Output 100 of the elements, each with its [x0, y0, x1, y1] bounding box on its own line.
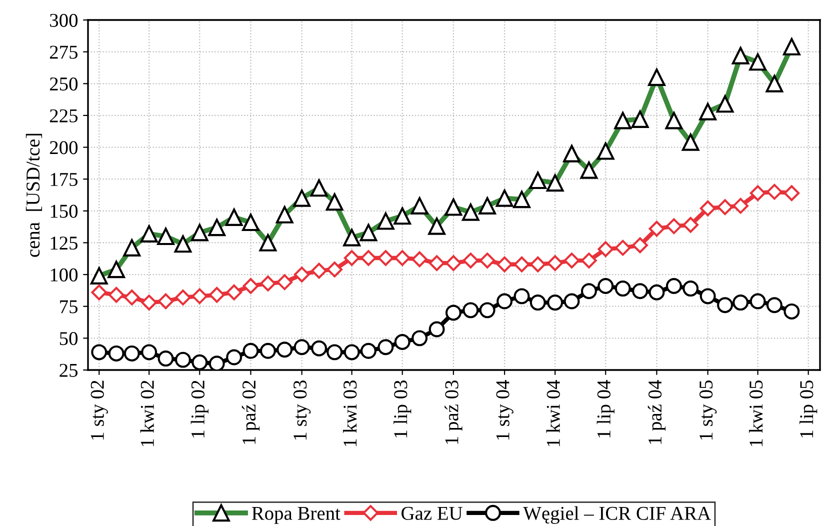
point: [514, 256, 530, 272]
point: [175, 290, 191, 306]
point: [530, 294, 546, 311]
point: [124, 290, 140, 306]
point: [564, 252, 580, 268]
point: [462, 302, 479, 318]
point: [124, 345, 140, 362]
y-tick-label: 175: [50, 173, 78, 186]
legend-label: Gaz EU: [402, 506, 462, 520]
point: [242, 342, 259, 359]
point: [732, 294, 749, 311]
point: [514, 288, 530, 304]
point: [750, 293, 766, 310]
y-tick-label: 50: [60, 332, 78, 346]
y-tick-label: 150: [50, 204, 78, 218]
point: [91, 344, 108, 360]
x-tick-label: 1 kwi 04: [546, 380, 560, 446]
point: [784, 303, 800, 320]
y-tick-label: 200: [50, 141, 78, 154]
point: [141, 344, 158, 360]
y-tick-label: 300: [50, 14, 78, 27]
point: [581, 252, 597, 268]
x-tick-label: 1 sty 04: [496, 380, 514, 440]
point: [294, 339, 310, 356]
point: [632, 283, 648, 300]
x-tick-label: 1 sty 02: [90, 380, 108, 440]
point: [260, 342, 276, 359]
point: [378, 250, 394, 266]
point: [344, 250, 360, 266]
point: [496, 256, 512, 272]
point: [378, 339, 394, 356]
point: [394, 334, 410, 350]
y-tick-label: 250: [50, 77, 78, 91]
point: [242, 278, 259, 294]
point: [750, 185, 766, 202]
point: [226, 284, 242, 300]
y-tick-label: 100: [50, 268, 78, 282]
x-tick-label: 1 kwi 05: [748, 380, 763, 446]
point: [717, 199, 733, 216]
point: [632, 237, 648, 254]
legend-label: Węgiel – ICR CIF ARA: [523, 506, 711, 524]
point: [108, 286, 124, 303]
point: [260, 276, 276, 292]
point: [732, 198, 748, 214]
x-tick-label: 1 paź 02: [242, 380, 260, 444]
y-tick-label: 275: [50, 46, 78, 59]
x-tick-label: 1 lip 02: [190, 380, 208, 438]
x-tick-label: 1 sty 05: [700, 380, 717, 440]
point: [276, 342, 293, 358]
y-tick-label: 25: [60, 364, 78, 377]
point: [479, 252, 496, 268]
x-tick-label: 1 paź 03: [444, 380, 462, 444]
point: [462, 252, 479, 268]
point: [700, 288, 716, 304]
point: [445, 304, 462, 321]
point: [530, 256, 546, 272]
point: [394, 250, 410, 266]
point: [311, 340, 328, 356]
point: [412, 251, 428, 268]
point: [479, 302, 496, 318]
x-tick-label: 1 lip 03: [394, 380, 412, 438]
legend-label: Ropa Brent: [252, 506, 340, 524]
point: [446, 255, 462, 272]
point: [648, 284, 665, 300]
point: [141, 294, 158, 310]
point: [547, 294, 564, 311]
point: [614, 280, 631, 297]
y-tick-label: 225: [50, 109, 78, 122]
y-tick-label: 75: [60, 300, 78, 314]
y-tick-label: 125: [50, 236, 78, 250]
point: [784, 185, 800, 202]
point: [648, 220, 665, 237]
point: [766, 297, 782, 314]
point: [614, 240, 631, 256]
point: [158, 293, 174, 310]
point: [766, 184, 782, 200]
x-tick-label: 1 kwi 03: [342, 380, 357, 446]
point: [91, 284, 108, 300]
x-tick-label: 1 lip 05: [800, 380, 818, 438]
point: [496, 293, 513, 310]
point: [598, 241, 614, 258]
point: [208, 286, 225, 303]
point: [564, 293, 580, 310]
point: [174, 352, 191, 368]
point: [326, 262, 343, 278]
x-tick-label: 1 lip 04: [596, 380, 614, 438]
point: [682, 216, 699, 233]
y-axis-title: cena [USD/tce]: [26, 134, 42, 257]
x-tick-label: 1 kwi 02: [140, 380, 154, 446]
point: [682, 280, 699, 297]
point: [360, 342, 376, 359]
point: [547, 255, 563, 272]
point: [192, 288, 208, 304]
point: [666, 278, 682, 294]
point: [428, 321, 445, 338]
point: [192, 354, 208, 370]
point: [700, 200, 716, 216]
point: [428, 255, 445, 272]
point: [580, 283, 597, 300]
point: [344, 344, 360, 360]
